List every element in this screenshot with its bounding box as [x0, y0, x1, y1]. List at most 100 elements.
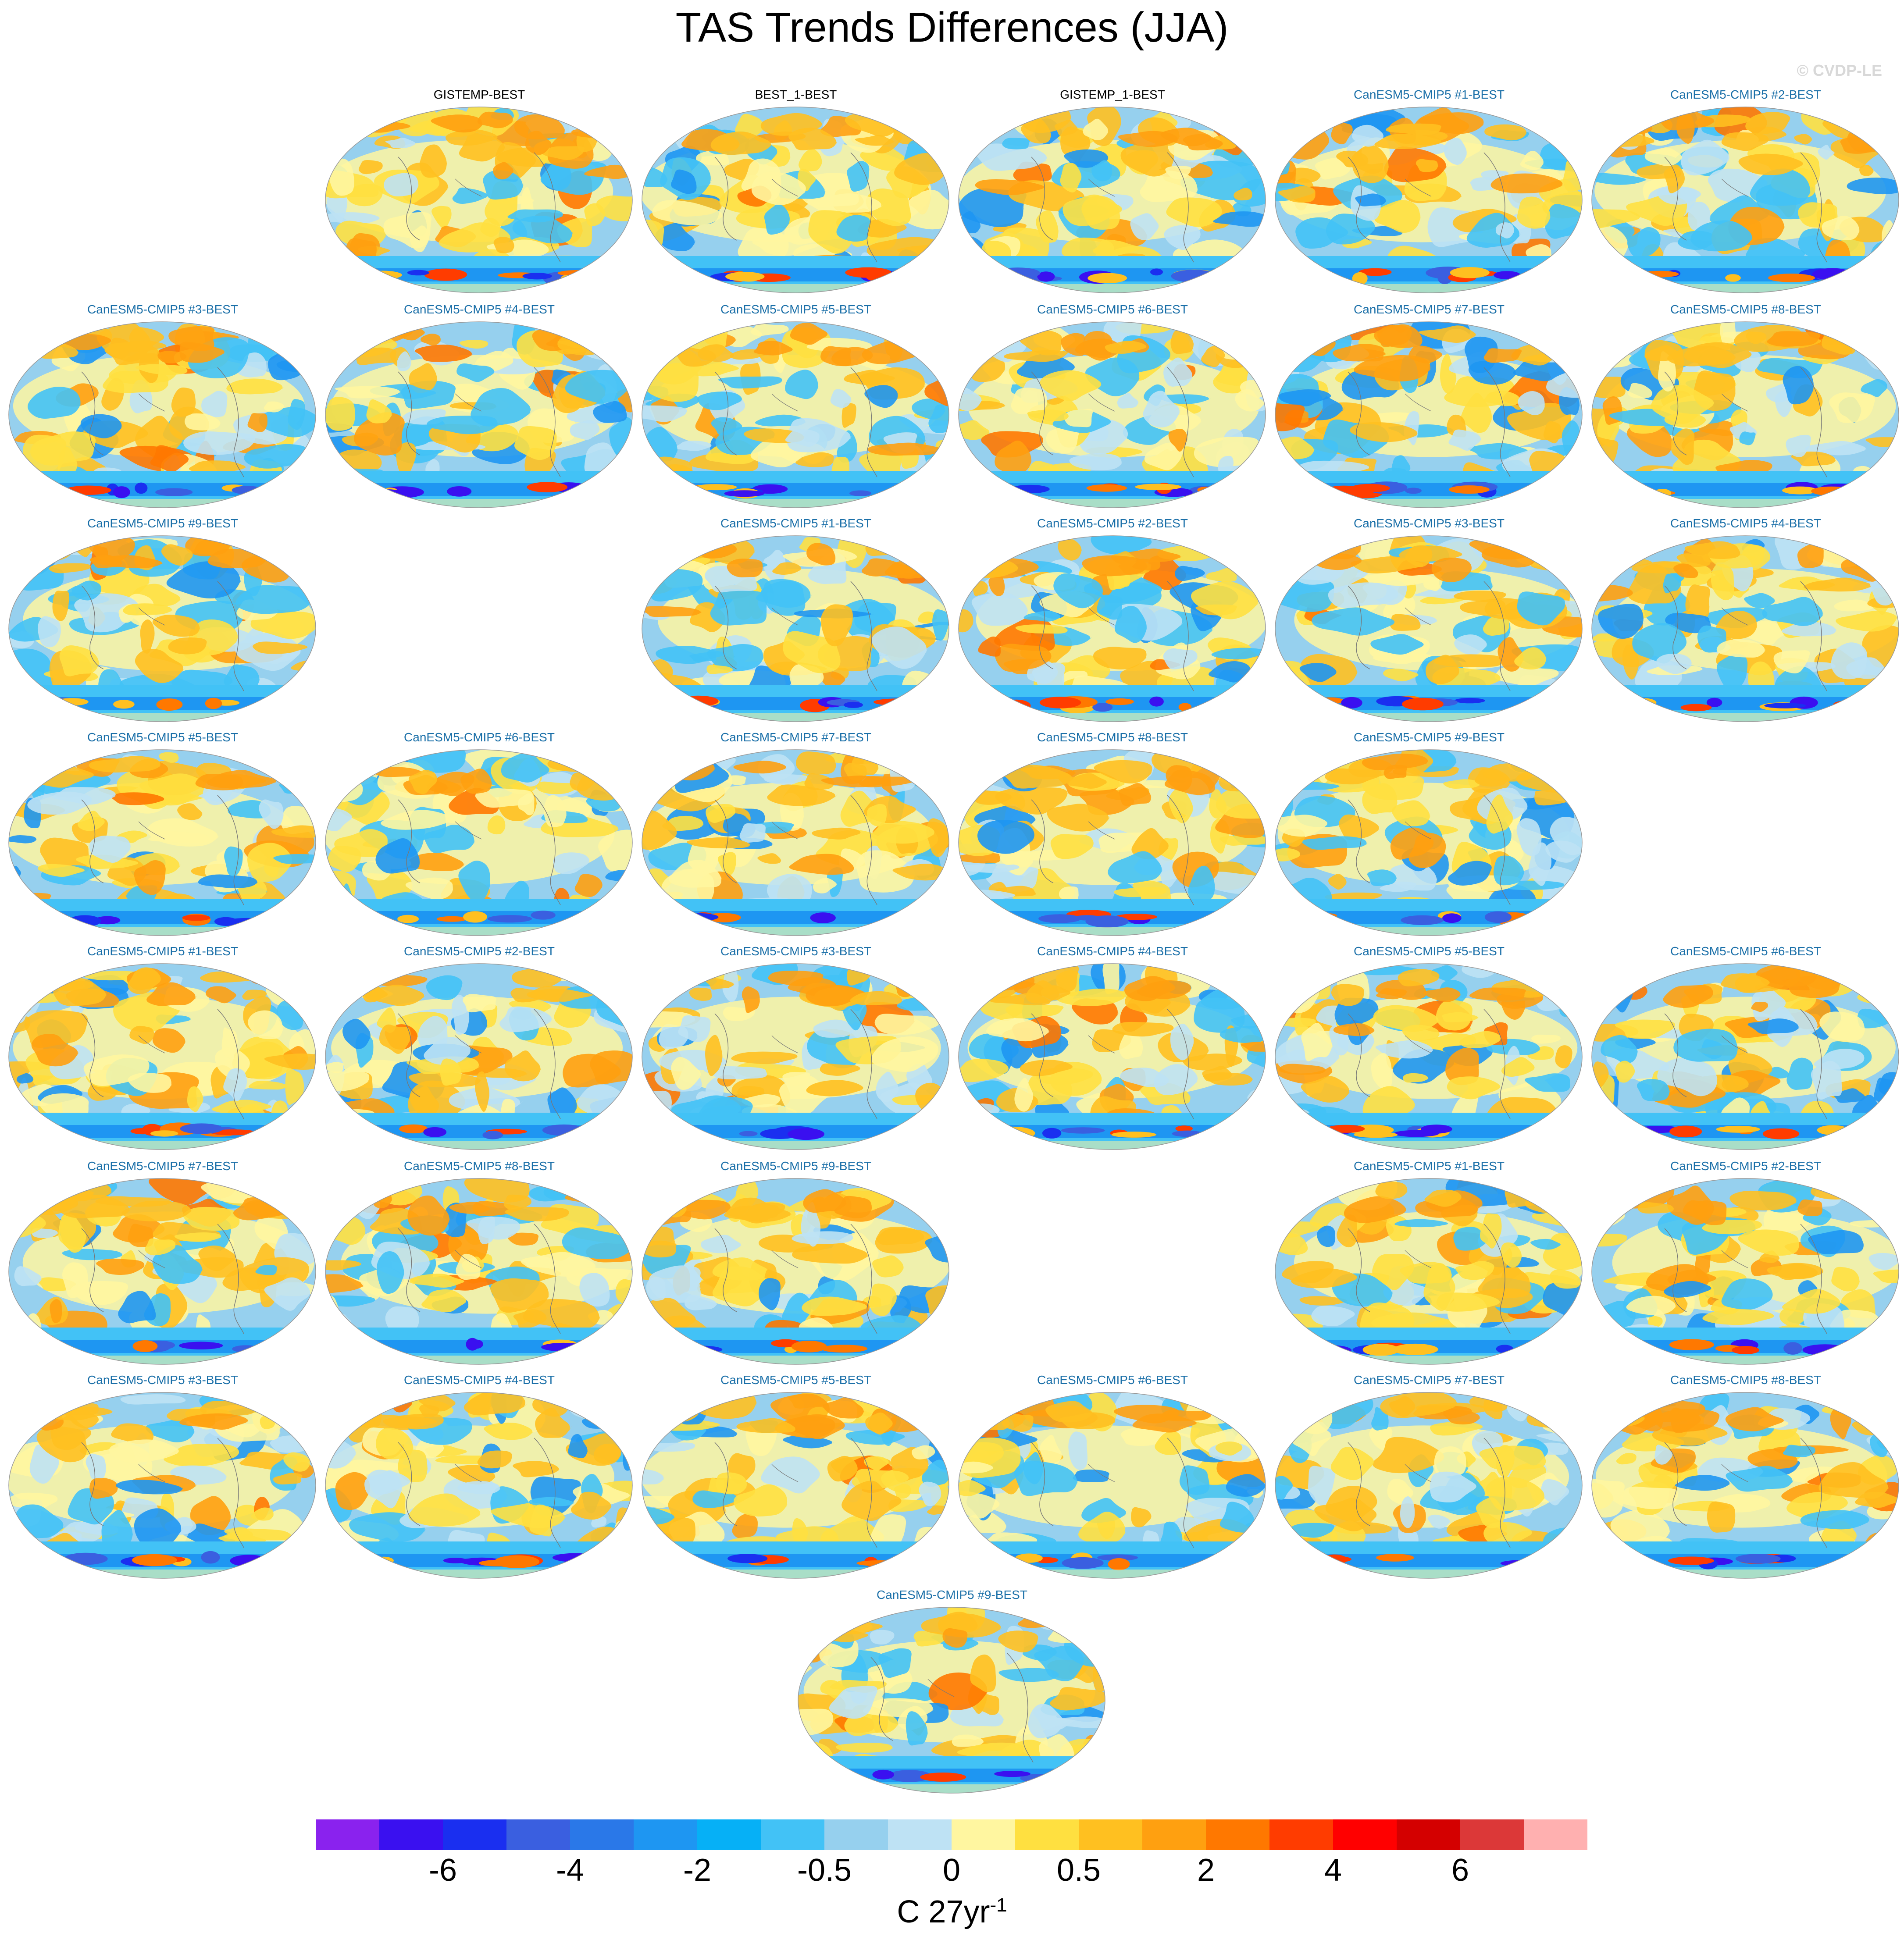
map-panel: CanESM5-CMIP5 #6-BEST	[1587, 944, 1904, 1155]
colorbar-swatch	[506, 1819, 570, 1850]
world-map	[325, 1178, 633, 1365]
colorbar-tick-label: 0	[942, 1853, 961, 1888]
units-exponent: -1	[990, 1894, 1007, 1916]
panel-label: CanESM5-CMIP5 #3-BEST	[1354, 516, 1505, 530]
world-map	[642, 1392, 949, 1579]
panel-label: CanESM5-CMIP5 #1-BEST	[1354, 88, 1505, 101]
map-panel: CanESM5-CMIP5 #2-BEST	[1587, 88, 1904, 298]
panel-label: GISTEMP_1-BEST	[1060, 88, 1165, 101]
map-panel: CanESM5-CMIP5 #8-BEST	[954, 730, 1271, 941]
credit-watermark: © CVDP-LE	[1797, 61, 1882, 79]
map-panel: CanESM5-CMIP5 #2-BEST	[1587, 1159, 1904, 1370]
world-map	[958, 963, 1266, 1150]
map-panel: CanESM5-CMIP5 #8-BEST	[321, 1159, 638, 1370]
map-panel: CanESM5-CMIP5 #7-BEST	[1271, 303, 1587, 513]
panel-label: GISTEMP-BEST	[433, 88, 525, 101]
world-map	[8, 963, 316, 1150]
world-map	[958, 535, 1266, 722]
map-panel: CanESM5-CMIP5 #5-BEST	[1271, 944, 1587, 1155]
panel-label: CanESM5-CMIP5 #7-BEST	[1354, 303, 1505, 316]
colorbar-tick-label: -0.5	[797, 1853, 852, 1888]
panel-label: CanESM5-CMIP5 #2-BEST	[1037, 516, 1188, 530]
world-map	[958, 321, 1266, 508]
colorbar-swatch	[1015, 1819, 1079, 1850]
map-panel: CanESM5-CMIP5 #8-BEST	[1587, 1373, 1904, 1584]
colorbar-swatch	[1142, 1819, 1206, 1850]
map-panel: CanESM5-CMIP5 #2-BEST	[954, 516, 1271, 727]
world-map	[325, 1392, 633, 1579]
panel-label: CanESM5-CMIP5 #8-BEST	[1037, 730, 1188, 744]
map-panel: CanESM5-CMIP5 #3-BEST	[4, 1373, 321, 1584]
colorbar-swatch	[1524, 1819, 1587, 1850]
map-panel: CanESM5-CMIP5 #9-BEST	[4, 516, 321, 727]
panel-label: CanESM5-CMIP5 #4-BEST	[404, 303, 555, 316]
map-panel: CanESM5-CMIP5 #7-BEST	[4, 1159, 321, 1370]
panel-label: CanESM5-CMIP5 #4-BEST	[404, 1373, 555, 1387]
world-map	[1275, 1392, 1583, 1579]
map-panel: CanESM5-CMIP5 #8-BEST	[1587, 303, 1904, 513]
world-map	[1275, 535, 1583, 722]
map-panel: CanESM5-CMIP5 #1-BEST	[638, 516, 954, 727]
panel-label: CanESM5-CMIP5 #3-BEST	[87, 1373, 238, 1387]
map-panel: BEST_1-BEST	[638, 88, 954, 298]
colorbar-swatch	[1460, 1819, 1524, 1850]
colorbar-swatch	[634, 1819, 697, 1850]
world-map	[325, 107, 633, 293]
panel-label: CanESM5-CMIP5 #4-BEST	[1670, 516, 1821, 530]
panel-label: CanESM5-CMIP5 #1-BEST	[1354, 1159, 1505, 1173]
panel-label: CanESM5-CMIP5 #7-BEST	[720, 730, 871, 744]
world-map	[8, 535, 316, 722]
panel-label: BEST_1-BEST	[755, 88, 837, 101]
world-map	[798, 1607, 1105, 1794]
panel-label: CanESM5-CMIP5 #8-BEST	[404, 1159, 555, 1173]
colorbar-tick-label: 6	[1451, 1853, 1469, 1888]
colorbar-swatch	[1269, 1819, 1333, 1850]
map-panel: GISTEMP_1-BEST	[954, 88, 1271, 298]
world-map	[1275, 321, 1583, 508]
map-panel: CanESM5-CMIP5 #3-BEST	[638, 944, 954, 1155]
world-map	[1275, 107, 1583, 293]
colorbar-tick-labels: -6 -4 -2 -0.5 0 0.5 2 4 6	[0, 1852, 1904, 1888]
colorbar-swatch	[888, 1819, 952, 1850]
colorbar-tick-label: -6	[428, 1853, 457, 1888]
world-map	[1275, 749, 1583, 936]
panel-label: CanESM5-CMIP5 #6-BEST	[404, 730, 555, 744]
colorbar-swatch	[443, 1819, 506, 1850]
panel-label: CanESM5-CMIP5 #9-BEST	[720, 1159, 871, 1173]
world-map	[958, 107, 1266, 293]
colorbar-swatch	[1079, 1819, 1142, 1850]
colorbar-tick-label: 0.5	[1056, 1853, 1101, 1888]
colorbar-swatch	[952, 1819, 1015, 1850]
world-map	[325, 321, 633, 508]
colorbar-units: C 27yr-1	[0, 1894, 1904, 1930]
map-panel: CanESM5-CMIP5 #6-BEST	[321, 730, 638, 941]
map-panel: GISTEMP-BEST	[321, 88, 638, 298]
map-panel: CanESM5-CMIP5 #1-BEST	[1271, 88, 1587, 298]
world-map	[642, 535, 949, 722]
colorbar-tick-label: -4	[556, 1853, 585, 1888]
panel-label: CanESM5-CMIP5 #4-BEST	[1037, 944, 1188, 958]
colorbar-tick-label: 2	[1197, 1853, 1215, 1888]
map-panel: CanESM5-CMIP5 #4-BEST	[321, 1373, 638, 1584]
map-panel: CanESM5-CMIP5 #5-BEST	[4, 730, 321, 941]
map-panel: CanESM5-CMIP5 #6-BEST	[954, 303, 1271, 513]
panel-label: CanESM5-CMIP5 #2-BEST	[1670, 1159, 1821, 1173]
colorbar-swatch	[1206, 1819, 1269, 1850]
panel-label: CanESM5-CMIP5 #6-BEST	[1037, 1373, 1188, 1387]
world-map	[1591, 535, 1899, 722]
panel-label: CanESM5-CMIP5 #3-BEST	[720, 944, 871, 958]
colorbar-tick-label: -2	[683, 1853, 712, 1888]
world-map	[325, 749, 633, 936]
colorbar-swatch	[1397, 1819, 1460, 1850]
panel-label: CanESM5-CMIP5 #6-BEST	[1037, 303, 1188, 316]
panel-label: CanESM5-CMIP5 #8-BEST	[1670, 1373, 1821, 1387]
world-map	[8, 1392, 316, 1579]
panel-label: CanESM5-CMIP5 #2-BEST	[404, 944, 555, 958]
panel-label: CanESM5-CMIP5 #3-BEST	[87, 303, 238, 316]
panel-label: CanESM5-CMIP5 #7-BEST	[1354, 1373, 1505, 1387]
panel-label: CanESM5-CMIP5 #9-BEST	[877, 1588, 1027, 1602]
panel-label: CanESM5-CMIP5 #9-BEST	[1354, 730, 1505, 744]
panel-label: CanESM5-CMIP5 #1-BEST	[720, 516, 871, 530]
map-panel: CanESM5-CMIP5 #9-BEST	[1271, 730, 1587, 941]
